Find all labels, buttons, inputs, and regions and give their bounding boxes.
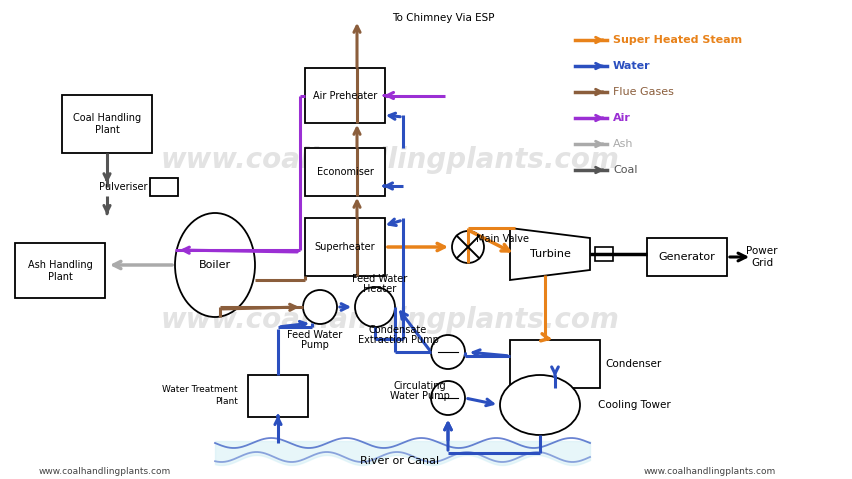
- Text: Generator: Generator: [659, 252, 716, 262]
- Bar: [595, 247, 613, 261]
- Circle shape: [431, 381, 465, 415]
- Text: www.coalhandlingplants.com: www.coalhandlingplants.com: [644, 467, 776, 476]
- Bar: [305, 218, 385, 276]
- Text: Ash: Ash: [613, 139, 634, 149]
- Text: www.coalhandlingplants.com: www.coalhandlingplants.com: [160, 306, 619, 334]
- Text: Plant: Plant: [95, 125, 119, 135]
- Bar: [248, 375, 308, 417]
- Bar: [305, 68, 385, 123]
- Ellipse shape: [500, 375, 580, 435]
- Text: Coal: Coal: [613, 165, 637, 175]
- Bar: [647, 238, 727, 276]
- Text: Air Preheater: Air Preheater: [313, 91, 377, 101]
- Circle shape: [431, 335, 465, 369]
- Text: Air: Air: [613, 113, 630, 123]
- Text: Water Treatment: Water Treatment: [163, 386, 238, 395]
- Text: Pump: Pump: [301, 340, 329, 350]
- Bar: [62, 95, 152, 153]
- Polygon shape: [510, 228, 590, 280]
- Text: To Chimney Via ESP: To Chimney Via ESP: [392, 13, 494, 23]
- Text: Ash Handling: Ash Handling: [27, 260, 92, 270]
- Bar: [15, 243, 105, 298]
- Text: Feed Water: Feed Water: [353, 274, 407, 284]
- Text: Power: Power: [746, 246, 778, 256]
- Text: Heater: Heater: [363, 284, 397, 294]
- Text: Condensate: Condensate: [369, 325, 427, 335]
- Circle shape: [452, 231, 484, 263]
- Text: Main Valve: Main Valve: [476, 234, 529, 244]
- Bar: [305, 148, 385, 196]
- Text: Turbine: Turbine: [530, 249, 571, 259]
- Ellipse shape: [175, 213, 255, 317]
- Bar: [510, 340, 600, 388]
- Text: Economiser: Economiser: [317, 167, 373, 177]
- Text: Extraction Pump: Extraction Pump: [358, 335, 439, 345]
- Text: Grid: Grid: [751, 258, 773, 268]
- Text: Boiler: Boiler: [199, 260, 231, 270]
- Text: Superheater: Superheater: [314, 242, 376, 252]
- Text: Flue Gases: Flue Gases: [613, 87, 674, 97]
- Text: www.coalhandlingplants.com: www.coalhandlingplants.com: [160, 146, 619, 174]
- Text: Coal Handling: Coal Handling: [73, 113, 141, 123]
- Circle shape: [355, 287, 395, 327]
- Text: Plant: Plant: [48, 272, 72, 282]
- Bar: [150, 178, 178, 196]
- Text: Water: Water: [613, 61, 651, 71]
- Circle shape: [303, 290, 337, 324]
- Text: Condenser: Condenser: [605, 359, 661, 369]
- Text: Feed Water: Feed Water: [287, 330, 343, 340]
- Text: River or Canal: River or Canal: [360, 456, 440, 466]
- Text: Pulveriser: Pulveriser: [100, 182, 148, 192]
- Text: Water Pump: Water Pump: [390, 391, 450, 401]
- Text: Plant: Plant: [215, 398, 238, 407]
- Text: www.coalhandlingplants.com: www.coalhandlingplants.com: [39, 467, 171, 476]
- Text: Cooling Tower: Cooling Tower: [598, 400, 671, 410]
- Text: Circulating: Circulating: [394, 381, 446, 391]
- Text: Super Heated Steam: Super Heated Steam: [613, 35, 742, 45]
